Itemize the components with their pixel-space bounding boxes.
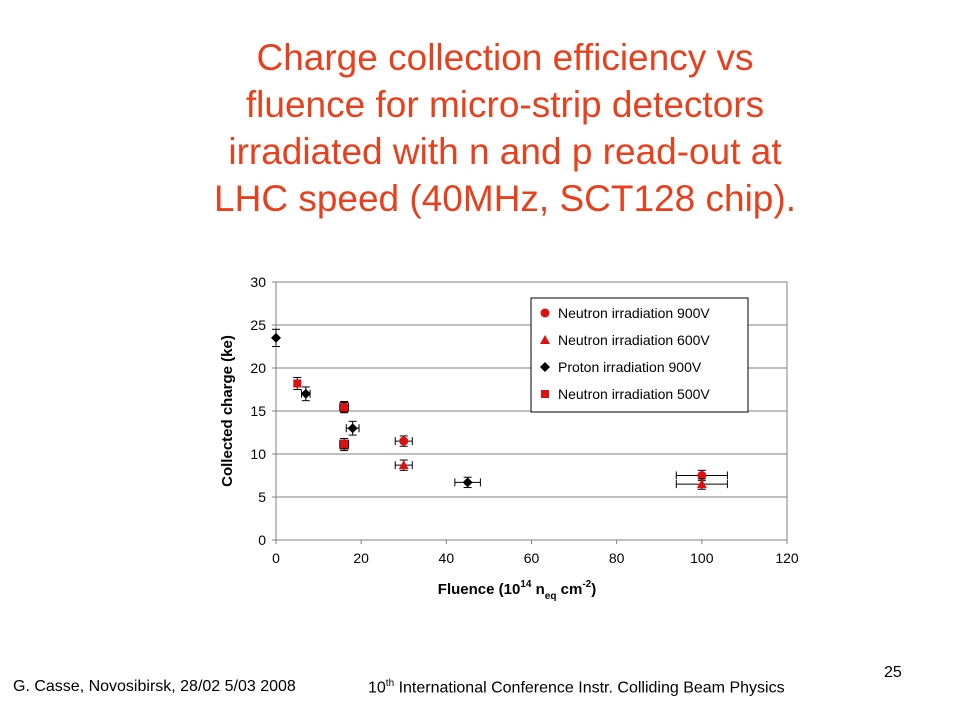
x-axis-label-mid: n bbox=[531, 581, 544, 598]
legend-marker bbox=[541, 390, 549, 398]
y-tick-label: 0 bbox=[258, 532, 266, 548]
y-tick-label: 15 bbox=[250, 403, 266, 419]
tick-labels: 0 5 10 15 20 25 30 0 20 40 60 80 100 120 bbox=[250, 274, 798, 566]
title-line: irradiated with n and p read-out at bbox=[228, 131, 782, 172]
x-tick-label: 60 bbox=[524, 550, 540, 566]
footer-conference-rest: International Conference Instr. Collidin… bbox=[394, 679, 785, 697]
data-point bbox=[293, 379, 302, 388]
x-tick-label: 20 bbox=[353, 550, 369, 566]
y-tick-label: 20 bbox=[250, 360, 266, 376]
y-tick-label: 25 bbox=[250, 317, 266, 333]
legend-marker bbox=[540, 308, 550, 318]
axes bbox=[272, 281, 788, 544]
x-axis-label-suffix: ) bbox=[591, 581, 596, 598]
legend-label: Neutron irradiation 500V bbox=[558, 386, 710, 402]
footer-conference-sup: th bbox=[385, 678, 395, 689]
footer-conference: 10th International Conference Instr. Col… bbox=[368, 678, 785, 697]
data-points bbox=[271, 328, 728, 490]
page-number: 25 bbox=[884, 664, 902, 681]
x-tick-label: 80 bbox=[609, 550, 625, 566]
data-point bbox=[271, 332, 281, 343]
data-point bbox=[340, 403, 349, 412]
data-point bbox=[697, 471, 707, 480]
x-axis-label-prefix: Fluence (10 bbox=[438, 581, 521, 598]
legend-marker bbox=[540, 335, 550, 344]
title-line: fluence for micro-strip detectors bbox=[245, 84, 765, 125]
legend: Neutron irradiation 900V Neutron irradiat… bbox=[530, 297, 749, 413]
title-line: LHC speed (40MHz, SCT128 chip). bbox=[214, 178, 796, 219]
x-axis-label-sub: eq bbox=[545, 591, 557, 602]
footer-conference-prefix: 10 bbox=[368, 679, 386, 697]
x-axis-label-exp2: -2 bbox=[582, 579, 591, 590]
data-point bbox=[462, 477, 473, 488]
data-point bbox=[347, 423, 358, 434]
legend-marker bbox=[540, 362, 550, 372]
title-line: Charge collection efficiency vs bbox=[256, 37, 754, 78]
data-point bbox=[340, 439, 349, 448]
legend-label: Neutron irradiation 900V bbox=[558, 305, 710, 321]
y-tick-label: 10 bbox=[250, 446, 266, 462]
scatter-chart: 0 5 10 15 20 25 30 0 20 40 60 80 100 120 Neutron irra… bbox=[219, 274, 799, 602]
x-tick-label: 0 bbox=[272, 550, 280, 566]
y-tick-label: 30 bbox=[250, 274, 266, 290]
legend-label: Neutron irradiation 600V bbox=[558, 332, 710, 348]
y-tick-label: 5 bbox=[258, 489, 266, 505]
x-tick-label: 120 bbox=[775, 550, 799, 566]
legend-box bbox=[530, 297, 749, 413]
legend-label: Proton irradiation 900V bbox=[558, 359, 702, 375]
data-point bbox=[398, 460, 409, 470]
data-point bbox=[399, 436, 409, 446]
x-axis-label-exp1: 14 bbox=[520, 579, 532, 590]
footer-author: G. Casse, Novosibirsk, 28/02 5/03 2008 bbox=[13, 678, 296, 695]
data-point bbox=[696, 479, 707, 489]
data-point bbox=[300, 388, 311, 399]
x-axis-label-unit: cm bbox=[556, 581, 582, 598]
x-tick-label: 40 bbox=[439, 550, 455, 566]
x-axis-label: Fluence (1014 neq cm-2) bbox=[438, 579, 596, 602]
y-axis-label: Collected charge (ke) bbox=[219, 335, 236, 487]
slide-title: Charge collection efficiency vs fluence … bbox=[100, 34, 910, 222]
x-tick-label: 100 bbox=[690, 550, 714, 566]
